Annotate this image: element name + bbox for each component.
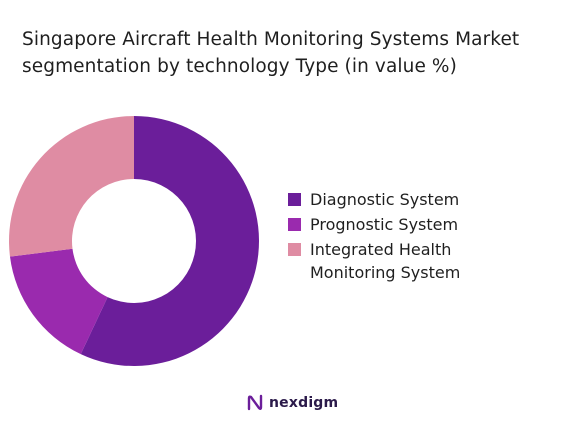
legend-label-line-1: Integrated Health — [310, 240, 452, 259]
nexdigm-logo: nexdigm — [246, 392, 338, 414]
logo-text: nexdigm — [269, 395, 339, 411]
legend-item-prognostic-system: Prognostic System — [288, 213, 568, 236]
donut-slice-prognostic-system — [9, 248, 108, 355]
legend-swatch-diagnostic-system — [288, 193, 301, 206]
legend-label-prognostic-system: Prognostic System — [310, 215, 459, 234]
legend-swatch-integrated-health-monitoring-system — [288, 243, 301, 256]
legend-item-integrated-health-monitoring-system: Integrated Health Monitoring System — [288, 238, 568, 284]
chart-title: Singapore Aircraft Health Monitoring Sys… — [22, 26, 562, 80]
chart-legend: Diagnostic System Prognostic System Inte… — [288, 188, 568, 286]
donut-slice-diagnostic-system — [80, 116, 260, 366]
legend-label-diagnostic-system: Diagnostic System — [310, 190, 460, 209]
legend-label-integrated-health-monitoring-system: Integrated Health Monitoring System — [310, 238, 568, 284]
legend-swatch-prognostic-system — [288, 218, 301, 231]
chart-title-line-2: segmentation by technology Type (in valu… — [22, 56, 457, 77]
donut-chart — [8, 116, 260, 366]
legend-label-line-2: Monitoring System — [310, 263, 461, 282]
chart-title-line-1: Singapore Aircraft Health Monitoring Sys… — [22, 29, 520, 50]
legend-item-diagnostic-system: Diagnostic System — [288, 188, 568, 211]
nexdigm-logo-icon — [247, 394, 263, 411]
donut-slice-integrated-health-monitoring-system — [8, 116, 134, 257]
